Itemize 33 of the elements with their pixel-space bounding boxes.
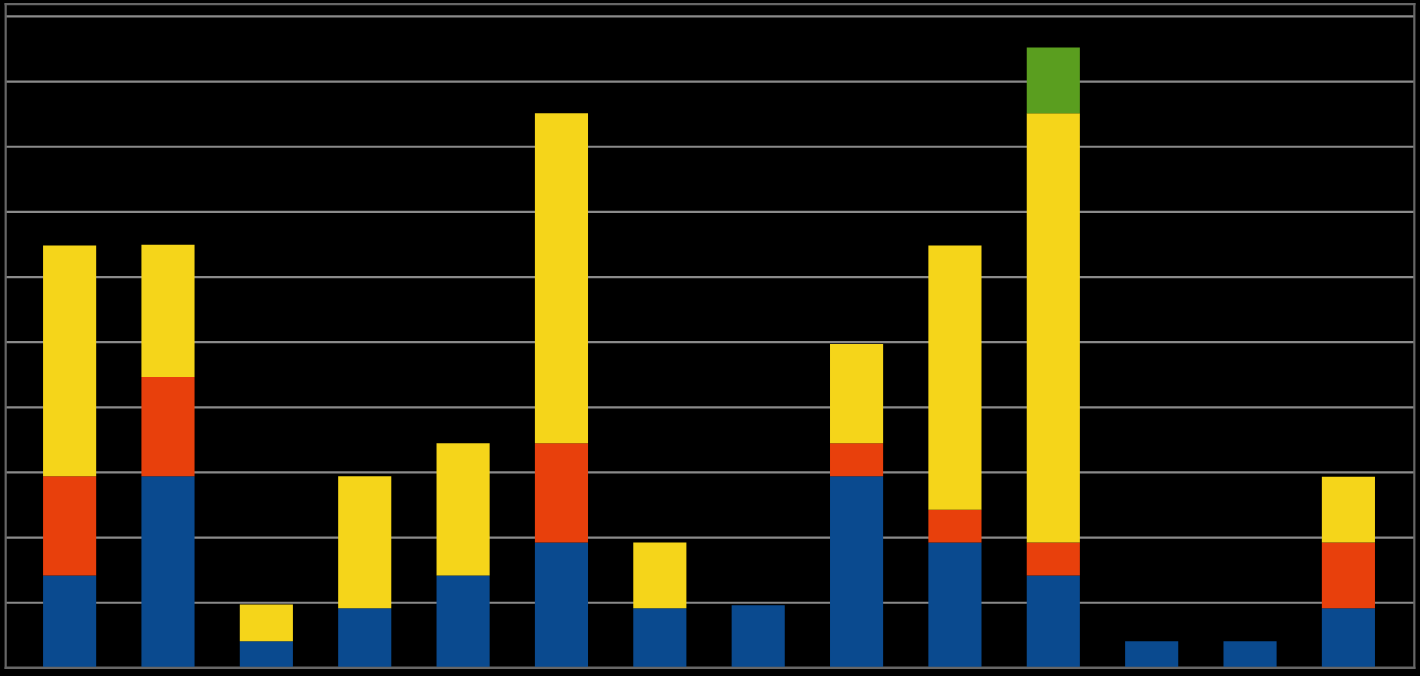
- bar: [534, 113, 589, 444]
- bar: [633, 542, 687, 609]
- bar: [141, 376, 195, 477]
- bar: [338, 608, 392, 668]
- bar: [534, 443, 589, 543]
- bar: [141, 244, 195, 377]
- bar: [830, 443, 884, 477]
- bar: [1321, 608, 1375, 668]
- bar: [830, 476, 884, 668]
- bar: [1026, 47, 1080, 114]
- bar: [928, 542, 982, 668]
- bar: [239, 641, 293, 668]
- bar: [239, 604, 293, 642]
- bar: [1026, 575, 1080, 668]
- bar: [436, 575, 490, 668]
- bar: [1321, 542, 1375, 609]
- bar: [633, 608, 687, 668]
- bar: [1026, 542, 1080, 576]
- bar: [43, 245, 97, 477]
- bar: [830, 344, 884, 444]
- bar: [43, 575, 97, 668]
- bar: [1223, 641, 1277, 668]
- bar: [928, 509, 982, 543]
- bar: [141, 476, 195, 668]
- bar: [534, 542, 589, 668]
- bar: [338, 476, 392, 609]
- bar: [731, 605, 785, 668]
- bar: [928, 245, 982, 510]
- bar: [43, 476, 97, 576]
- bar: [436, 443, 490, 576]
- bar: [1026, 113, 1080, 543]
- bar: [1321, 476, 1375, 543]
- bar: [1125, 641, 1179, 668]
